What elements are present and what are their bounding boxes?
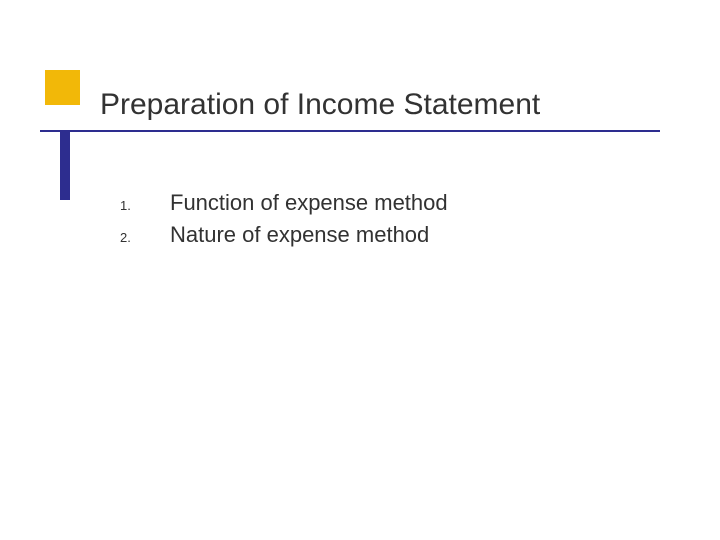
content-list: 1. Function of expense method 2. Nature … — [120, 190, 660, 254]
title-underline-rule — [40, 130, 660, 132]
slide-title: Preparation of Income Statement — [100, 88, 660, 130]
accent-vertical-bar — [60, 130, 70, 200]
title-container: Preparation of Income Statement — [100, 88, 660, 130]
list-item-number: 2. — [120, 230, 170, 245]
accent-square-decoration — [45, 70, 80, 105]
slide-container: Preparation of Income Statement 1. Funct… — [0, 0, 720, 540]
list-item: 1. Function of expense method — [120, 190, 660, 216]
list-item-text: Function of expense method — [170, 190, 448, 216]
list-item-text: Nature of expense method — [170, 222, 429, 248]
list-item-number: 1. — [120, 198, 170, 213]
list-item: 2. Nature of expense method — [120, 222, 660, 248]
